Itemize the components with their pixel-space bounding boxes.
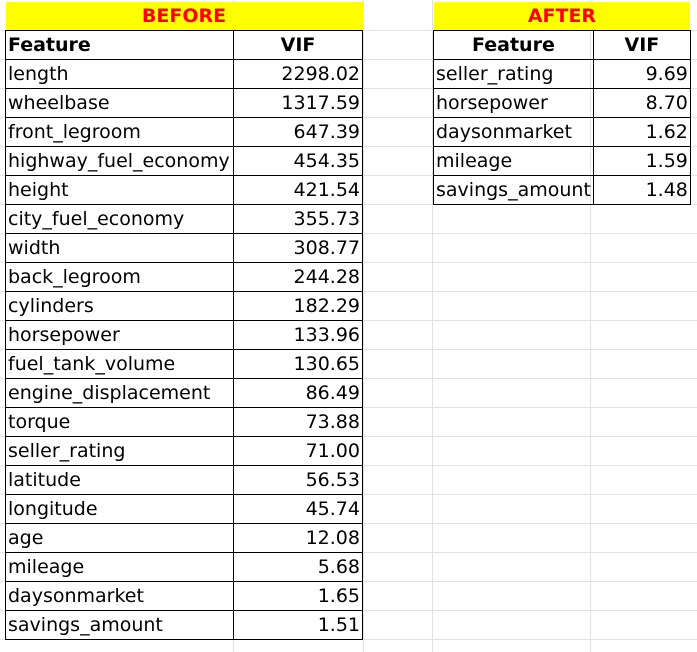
table-row: age 12.08 xyxy=(5,523,363,553)
vif-cell: 1317.59 xyxy=(233,88,363,118)
table-row: mileage 5.68 xyxy=(5,552,363,582)
feature-cell: mileage xyxy=(5,552,234,582)
table-row: mileage 1.59 xyxy=(433,146,691,176)
feature-cell: horsepower xyxy=(5,320,234,350)
after-feature-header: Feature xyxy=(433,30,594,60)
gridline xyxy=(432,0,433,652)
table-row: seller_rating 9.69 xyxy=(433,59,691,89)
feature-cell: seller_rating xyxy=(5,436,234,466)
table-row: horsepower 133.96 xyxy=(5,320,363,350)
vif-cell: 355.73 xyxy=(233,204,363,234)
feature-cell: latitude xyxy=(5,465,234,495)
table-row: cylinders 182.29 xyxy=(5,291,363,321)
table-row: savings_amount 1.51 xyxy=(5,610,363,640)
vif-cell: 130.65 xyxy=(233,349,363,379)
vif-cell: 8.70 xyxy=(592,88,691,118)
vif-cell: 56.53 xyxy=(233,465,363,495)
vif-cell: 133.96 xyxy=(233,320,363,350)
table-row: front_legroom 647.39 xyxy=(5,117,363,147)
table-row: latitude 56.53 xyxy=(5,465,363,495)
table-row: longitude 45.74 xyxy=(5,494,363,524)
vif-cell: 5.68 xyxy=(233,552,363,582)
feature-cell: back_legroom xyxy=(5,262,234,292)
vif-cell: 45.74 xyxy=(233,494,363,524)
table-row: city_fuel_economy 355.73 xyxy=(5,204,363,234)
feature-cell: savings_amount xyxy=(5,610,234,640)
feature-cell: highway_fuel_economy xyxy=(5,146,234,176)
table-row: fuel_tank_volume 130.65 xyxy=(5,349,363,379)
vif-cell: 1.48 xyxy=(592,175,691,205)
vif-cell: 12.08 xyxy=(233,523,363,553)
feature-cell: daysonmarket xyxy=(433,117,594,147)
feature-cell: seller_rating xyxy=(433,59,594,89)
feature-cell: wheelbase xyxy=(5,88,234,118)
table-row: back_legroom 244.28 xyxy=(5,262,363,292)
vif-cell: 1.59 xyxy=(592,146,691,176)
before-vif-table: BEFORE Feature VIF length 2298.02 wheelbas… xyxy=(5,2,363,640)
table-row: highway_fuel_economy 454.35 xyxy=(5,146,363,176)
before-feature-header: Feature xyxy=(5,30,234,60)
feature-cell: cylinders xyxy=(5,291,234,321)
table-row: horsepower 8.70 xyxy=(433,88,691,118)
feature-cell: length xyxy=(5,59,234,89)
vif-cell: 2298.02 xyxy=(233,59,363,89)
feature-cell: savings_amount xyxy=(433,175,594,205)
feature-cell: fuel_tank_volume xyxy=(5,349,234,379)
feature-cell: width xyxy=(5,233,234,263)
after-vif-header: VIF xyxy=(592,30,691,60)
table-row: torque 73.88 xyxy=(5,407,363,437)
vif-cell: 647.39 xyxy=(233,117,363,147)
vif-cell: 9.69 xyxy=(592,59,691,89)
feature-cell: engine_displacement xyxy=(5,378,234,408)
before-title: BEFORE xyxy=(5,2,363,31)
after-vif-table: AFTER Feature VIF seller_rating 9.69 horse… xyxy=(433,2,691,205)
table-row: daysonmarket 1.62 xyxy=(433,117,691,147)
before-vif-header: VIF xyxy=(233,30,363,60)
vif-cell: 308.77 xyxy=(233,233,363,263)
feature-cell: age xyxy=(5,523,234,553)
table-row: height 421.54 xyxy=(5,175,363,205)
vif-cell: 86.49 xyxy=(233,378,363,408)
table-row: width 308.77 xyxy=(5,233,363,263)
vif-cell: 244.28 xyxy=(233,262,363,292)
feature-cell: height xyxy=(5,175,234,205)
table-row: daysonmarket 1.65 xyxy=(5,581,363,611)
table-row: wheelbase 1317.59 xyxy=(5,88,363,118)
feature-cell: horsepower xyxy=(433,88,594,118)
table-row: seller_rating 71.00 xyxy=(5,436,363,466)
table-row: engine_displacement 86.49 xyxy=(5,378,363,408)
gridline xyxy=(363,0,364,652)
table-row: savings_amount 1.48 xyxy=(433,175,691,205)
vif-cell: 71.00 xyxy=(233,436,363,466)
feature-cell: front_legroom xyxy=(5,117,234,147)
vif-cell: 1.65 xyxy=(233,581,363,611)
gridline xyxy=(590,0,591,652)
vif-cell: 421.54 xyxy=(233,175,363,205)
feature-cell: daysonmarket xyxy=(5,581,234,611)
vif-cell: 73.88 xyxy=(233,407,363,437)
gridline xyxy=(0,639,697,640)
vif-cell: 182.29 xyxy=(233,291,363,321)
vif-cell: 1.51 xyxy=(233,610,363,640)
vif-cell: 1.62 xyxy=(592,117,691,147)
feature-cell: torque xyxy=(5,407,234,437)
table-row: length 2298.02 xyxy=(5,59,363,89)
vif-cell: 454.35 xyxy=(233,146,363,176)
feature-cell: mileage xyxy=(433,146,594,176)
after-title: AFTER xyxy=(433,2,691,31)
feature-cell: city_fuel_economy xyxy=(5,204,234,234)
feature-cell: longitude xyxy=(5,494,234,524)
